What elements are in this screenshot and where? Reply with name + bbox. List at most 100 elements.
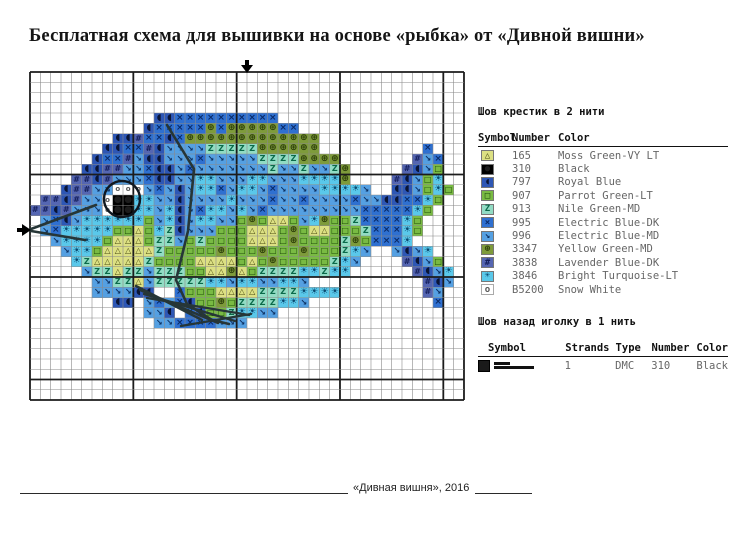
grid-cell-3846: ☀ [92,225,103,236]
grid-cell-913: Z [360,225,371,236]
grid-cell-907: □ [277,225,289,236]
grid-cell-310: ● [123,194,134,206]
center-column-marker-icon [244,60,249,67]
grid-cell-913: Z [319,266,330,277]
grid-cell-996: ↘ [257,307,268,318]
grid-cell-3838: # [40,195,51,206]
grid-cell-907: □ [195,287,206,298]
grid-cell-913: Z [277,266,289,277]
grid-cell-996: ↘ [143,184,154,195]
grid-cell-165: △ [246,287,258,298]
grid-cell-3846: ☀ [71,256,82,267]
grid-cell-3846: ☀ [329,286,340,298]
grid-cell-797: ◖ [92,174,103,185]
grid-cell-3838: # [422,277,433,288]
grid-cell-797: ◖ [123,297,134,308]
grid-cell-3347: ⊕ [215,245,227,257]
grid-cell-3838: # [133,133,144,144]
thread-number: 3846 [512,270,538,283]
grid-cell-907: □ [298,236,309,247]
grid-cell-3347: ⊕ [205,122,216,134]
grid-cell-3347: ⊕ [298,153,309,165]
grid-cell-165: △ [236,287,247,298]
grid-cell-996: ↘ [164,154,175,165]
grid-cell-3846: ☀ [298,286,309,298]
symbol-swatch-icon: # [481,257,494,269]
grid-cell-913: Z [288,154,299,165]
grid-cell-995: × [174,297,185,308]
grid-cell-907: □ [174,256,185,267]
grid-cell-797: ◖ [92,164,103,175]
grid-cell-995: × [391,235,402,247]
grid-cell-3838: # [143,143,154,154]
grid-cell-996: ↘ [319,205,330,216]
grid-cell-907: □ [205,236,216,247]
grid-cell-3347: ⊕ [308,133,320,144]
grid-cell-995: × [50,215,61,226]
grid-cell-996: ↘ [432,287,444,298]
thread-number: B5200 [512,283,544,296]
grid-cell-995: × [391,204,402,216]
grid-cell-996: ↘ [257,277,268,288]
grid-cell-907: □ [329,215,340,226]
grid-cell-996: ↘ [246,195,258,206]
grid-cell-996: ↘ [185,174,196,185]
grid-cell-913: Z [215,143,227,154]
grid-cell-996: ↘ [143,297,154,308]
grid-cell-3347: ⊕ [288,133,299,144]
grid-cell-996: ↘ [412,174,423,185]
grid-cell-165: △ [123,236,134,247]
grid-cell-996: ↘ [154,215,165,226]
grid-cell-996: ↘ [102,184,113,195]
grid-cell-996: ↘ [267,174,278,185]
grid-cell-907: □ [236,215,247,226]
grid-cell-996: ↘ [92,277,103,288]
grid-cell-797: ◖ [143,123,154,134]
grid-cell-797: ◖ [195,307,206,318]
grid-cell-996: ↘ [298,184,309,195]
grid-cell-996: ↘ [443,277,454,288]
grid-cell-907: □ [246,246,258,257]
grid-cell-996: ↘ [123,174,134,185]
grid-cell-996: ↘ [40,215,51,226]
grid-cell-996: ↘ [288,164,299,175]
grid-cell-995: × [143,174,154,185]
grid-cell-907: □ [215,236,227,247]
legend-row-3838: #3838 Lavender Blue-DK [478,256,728,269]
grid-cell-3846: ☀ [143,194,154,206]
signature-line [20,481,348,494]
grid-cell-907: □ [205,297,216,308]
grid-cell-3846: ☀ [350,184,361,195]
grid-cell-165: △ [195,256,206,267]
grid-cell-165: △ [92,256,103,267]
grid-cell-3838: # [61,205,72,216]
thread-color-name: Bright Turquoise-LT [558,270,679,283]
grid-cell-3838: # [71,174,82,185]
backstitch-row: 1 DMC 310 Black [478,359,728,373]
grid-cell-797: ◖ [112,297,123,308]
grid-cell-995: × [154,297,165,308]
grid-cell-996: ↘ [246,164,258,175]
grid-cell-996: ↘ [164,184,175,195]
thread-color-name: Nile Green-MD [558,203,641,216]
legend-row-907: □ 907 Parrot Green-LT [478,189,728,202]
grid-cell-913: Z [329,164,340,175]
grid-cell-907: □ [350,225,361,236]
grid-cell-3838: # [123,154,134,165]
grid-cell-3347: ⊕ [319,215,330,226]
column-header-type: Type [615,342,641,355]
grid-cell-995: × [215,112,227,124]
grid-cell-996: ↘ [112,287,123,298]
column-header-symbol: Symbol [488,342,526,355]
grid-cell-907: □ [308,256,320,267]
grid-cell-165: △ [102,256,113,267]
grid-cell-165: △ [102,246,113,257]
grid-cell-3347: ⊕ [226,122,237,134]
grid-cell-3838: # [102,174,113,185]
grid-cell-907: □ [288,246,299,257]
grid-cell-165: △ [133,225,144,236]
grid-cell-996: ↘ [236,195,247,206]
grid-cell-3846: ☀ [133,215,144,226]
grid-cell-3846: ☀ [298,174,309,185]
grid-cell-907: □ [164,246,175,257]
